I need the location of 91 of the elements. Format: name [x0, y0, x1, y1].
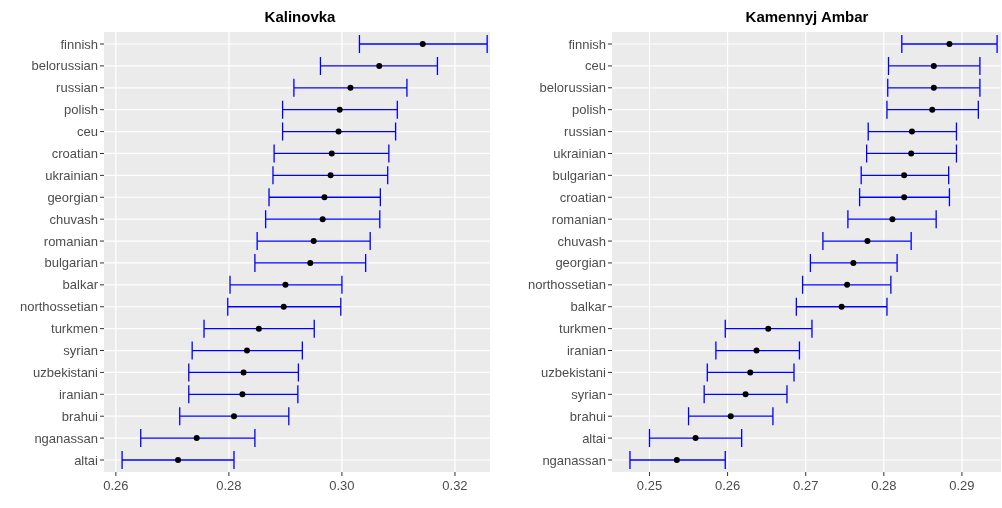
- y-tick-label: chuvash: [49, 211, 98, 227]
- y-tick-label: bulgarian: [44, 255, 98, 271]
- y-tick-label: russian: [56, 80, 98, 96]
- point: [753, 347, 760, 354]
- y-tick-label: polish: [64, 102, 98, 118]
- y-tick-label: syrian: [571, 386, 606, 402]
- point: [239, 391, 246, 398]
- y-tick-label: polish: [572, 102, 606, 118]
- y-tick-label: uzbekistani: [540, 364, 607, 380]
- point: [328, 150, 335, 157]
- point: [864, 238, 871, 245]
- point: [901, 194, 908, 201]
- y-tick-label: northossetian: [527, 277, 606, 293]
- y-tick-label: georgian: [555, 255, 606, 271]
- point: [240, 369, 247, 376]
- x-tick-label: 0.28: [871, 478, 897, 493]
- point: [930, 62, 937, 69]
- point: [243, 347, 250, 354]
- y-tick-label: iranian: [566, 343, 606, 359]
- point: [327, 172, 334, 179]
- y-tick-label: romanian: [43, 233, 98, 249]
- point: [765, 325, 772, 332]
- point: [336, 106, 343, 113]
- y-tick-label: turkmen: [559, 321, 606, 337]
- point: [850, 259, 857, 266]
- x-tick-label: 0.26: [714, 478, 741, 493]
- point: [747, 369, 754, 376]
- y-tick-label: romanian: [551, 211, 606, 227]
- point: [844, 281, 851, 288]
- point: [175, 457, 182, 463]
- y-tick-label: finnish: [568, 36, 606, 52]
- y-tick-label: ukrainian: [553, 146, 606, 162]
- y-tick-label: finnish: [60, 36, 98, 52]
- point: [692, 435, 699, 442]
- point: [193, 435, 200, 442]
- point: [280, 303, 287, 310]
- y-tick-label: uzbekistani: [32, 364, 99, 380]
- point: [908, 128, 915, 135]
- y-tick-label: nganassan: [542, 452, 606, 468]
- point: [335, 128, 342, 135]
- y-tick-label: turkmen: [51, 321, 98, 337]
- point: [321, 194, 328, 201]
- y-tick-label: chuvash: [557, 233, 606, 249]
- x-tick-label: 0.32: [442, 478, 468, 493]
- point: [838, 303, 845, 310]
- point: [255, 325, 262, 332]
- y-tick-label: bulgarian: [552, 167, 606, 183]
- y-tick-label: nganassan: [34, 430, 98, 446]
- y-tick-label: iranian: [58, 386, 98, 402]
- y-tick-label: ceu: [77, 124, 98, 140]
- y-tick-label: croatian: [559, 189, 606, 205]
- y-tick-label: altai: [582, 430, 607, 446]
- point: [310, 238, 317, 245]
- point: [901, 172, 908, 179]
- y-tick-label: ukrainian: [45, 167, 98, 183]
- chart-title: Kalinovka: [264, 8, 337, 25]
- chart-title: Kamennyj Ambar: [745, 8, 869, 25]
- x-tick-label: 0.28: [216, 478, 242, 493]
- y-tick-label: belorussian: [31, 58, 98, 74]
- y-tick-label: georgian: [47, 189, 98, 205]
- y-tick-label: ceu: [585, 58, 606, 74]
- y-tick-label: northossetian: [19, 299, 98, 315]
- y-tick-label: croatian: [51, 146, 98, 162]
- point: [319, 216, 326, 223]
- point: [908, 150, 915, 157]
- y-tick-label: syrian: [63, 343, 98, 359]
- point: [347, 84, 354, 91]
- point: [742, 391, 749, 398]
- x-tick-label: 0.27: [793, 478, 819, 493]
- y-tick-label: russian: [564, 124, 606, 140]
- point: [230, 413, 237, 420]
- point: [929, 106, 936, 113]
- y-tick-label: altai: [74, 452, 99, 468]
- point: [946, 41, 953, 47]
- point: [282, 281, 289, 288]
- point: [307, 259, 314, 266]
- y-tick-label: brahui: [569, 408, 607, 424]
- point: [376, 62, 383, 69]
- y-tick-label: brahui: [61, 408, 99, 424]
- point: [930, 84, 937, 91]
- x-tick-label: 0.29: [949, 478, 975, 493]
- y-tick-label: balkar: [570, 299, 607, 315]
- point: [889, 216, 896, 223]
- point: [727, 413, 734, 420]
- point: [673, 457, 680, 463]
- y-tick-label: belorussian: [539, 80, 606, 96]
- x-tick-label: 0.25: [636, 478, 663, 493]
- y-tick-label: balkar: [62, 277, 99, 293]
- point: [419, 41, 426, 47]
- x-tick-label: 0.26: [103, 478, 129, 493]
- x-tick-label: 0.30: [329, 478, 355, 493]
